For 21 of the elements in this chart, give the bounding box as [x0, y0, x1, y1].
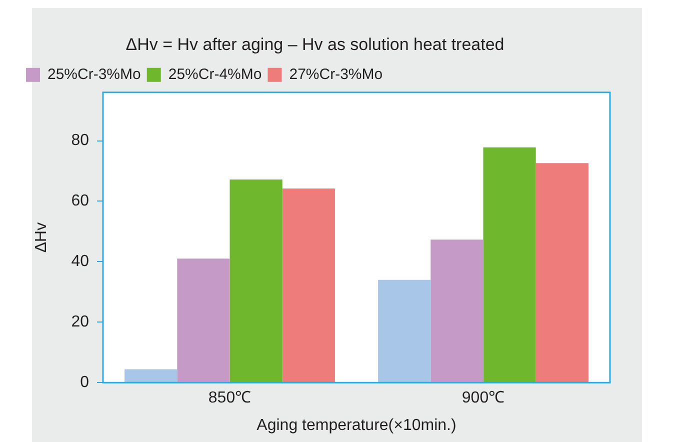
legend-label: 27%Cr-3%Mo [289, 66, 383, 84]
bar [177, 258, 230, 382]
y-tick-label: 60 [71, 192, 90, 210]
x-tick-label: 850℃ [208, 390, 252, 407]
bar [124, 369, 178, 382]
bar [378, 280, 431, 382]
chart-title: ΔHv = Hv after aging – Hv as solution heat treated [126, 34, 504, 54]
x-tick-label: 900℃ [462, 390, 505, 407]
x-axis-title: Aging temperature(×10min.) [256, 416, 456, 434]
bar [430, 240, 484, 382]
bar [282, 188, 335, 382]
y-tick-label: 20 [71, 314, 90, 331]
bar [230, 179, 282, 382]
bar [483, 147, 536, 382]
legend-label: 25%Cr-4%Mo [168, 66, 262, 84]
bar [536, 163, 588, 382]
y-tick-label: 40 [71, 253, 90, 270]
legend-label: 25%Cr-3%Mo [48, 66, 141, 84]
y-tick-label: 0 [80, 374, 90, 392]
y-tick-label: 80 [71, 132, 90, 150]
y-axis-title: ΔHv [33, 222, 50, 253]
